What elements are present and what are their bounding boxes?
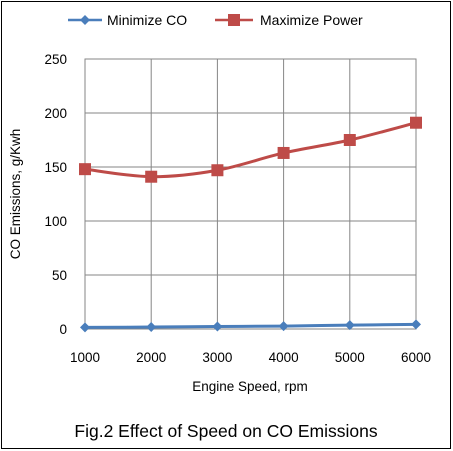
data-point-minimize-co (80, 322, 90, 333)
y-tick-label: 250 (44, 52, 67, 67)
legend-label-minimize-co: Minimize CO (107, 12, 187, 28)
data-point-maximize-power (145, 170, 158, 183)
x-tick-label: 6000 (401, 350, 431, 365)
legend-item-minimize-co: Minimize CO (68, 12, 187, 28)
y-tick-label: 50 (52, 268, 67, 283)
series-layer (79, 116, 422, 333)
data-point-maximize-power (343, 134, 356, 146)
series-line-maximize-power (83, 121, 418, 179)
x-axis-ticks: 1000 2000 3000 4000 5000 6000 (70, 350, 431, 365)
y-tick-label: 150 (44, 160, 67, 175)
data-point-minimize-co (212, 321, 223, 332)
y-axis-title: CO Emissions, g/Kwh (8, 129, 23, 260)
legend-label-maximize-power: Maximize Power (260, 12, 363, 28)
legend-item-maximize-power: Maximize Power (215, 12, 363, 28)
x-tick-label: 4000 (269, 350, 299, 365)
x-tick-label: 3000 (202, 350, 232, 365)
data-point-maximize-power (277, 146, 290, 159)
data-point-maximize-power (211, 164, 224, 177)
data-point-maximize-power (410, 116, 422, 129)
y-tick-label: 100 (44, 214, 67, 229)
x-tick-label: 5000 (335, 350, 365, 365)
data-point-minimize-co (278, 321, 289, 332)
figure-caption: Fig.2 Effect of Speed on CO Emissions (74, 421, 377, 441)
plot-area-border (84, 58, 417, 330)
grid (84, 58, 417, 330)
series-line-minimize-co (83, 322, 418, 329)
x-axis-title: Engine Speed, rpm (192, 379, 308, 394)
data-point-minimize-co (146, 322, 157, 333)
y-tick-label: 200 (44, 106, 67, 121)
x-tick-label: 2000 (136, 350, 166, 365)
legend-marker-maximize-power (228, 14, 240, 26)
data-point-minimize-co (411, 319, 421, 330)
legend-marker-minimize-co (80, 15, 90, 25)
legend: Minimize CO Maximize Power (68, 12, 363, 28)
y-tick-label: 0 (59, 322, 67, 337)
data-point-minimize-co (344, 320, 355, 331)
y-axis-ticks: 0 50 100 150 200 250 (44, 52, 67, 337)
data-point-maximize-power (79, 163, 91, 176)
x-tick-label: 1000 (70, 350, 100, 365)
